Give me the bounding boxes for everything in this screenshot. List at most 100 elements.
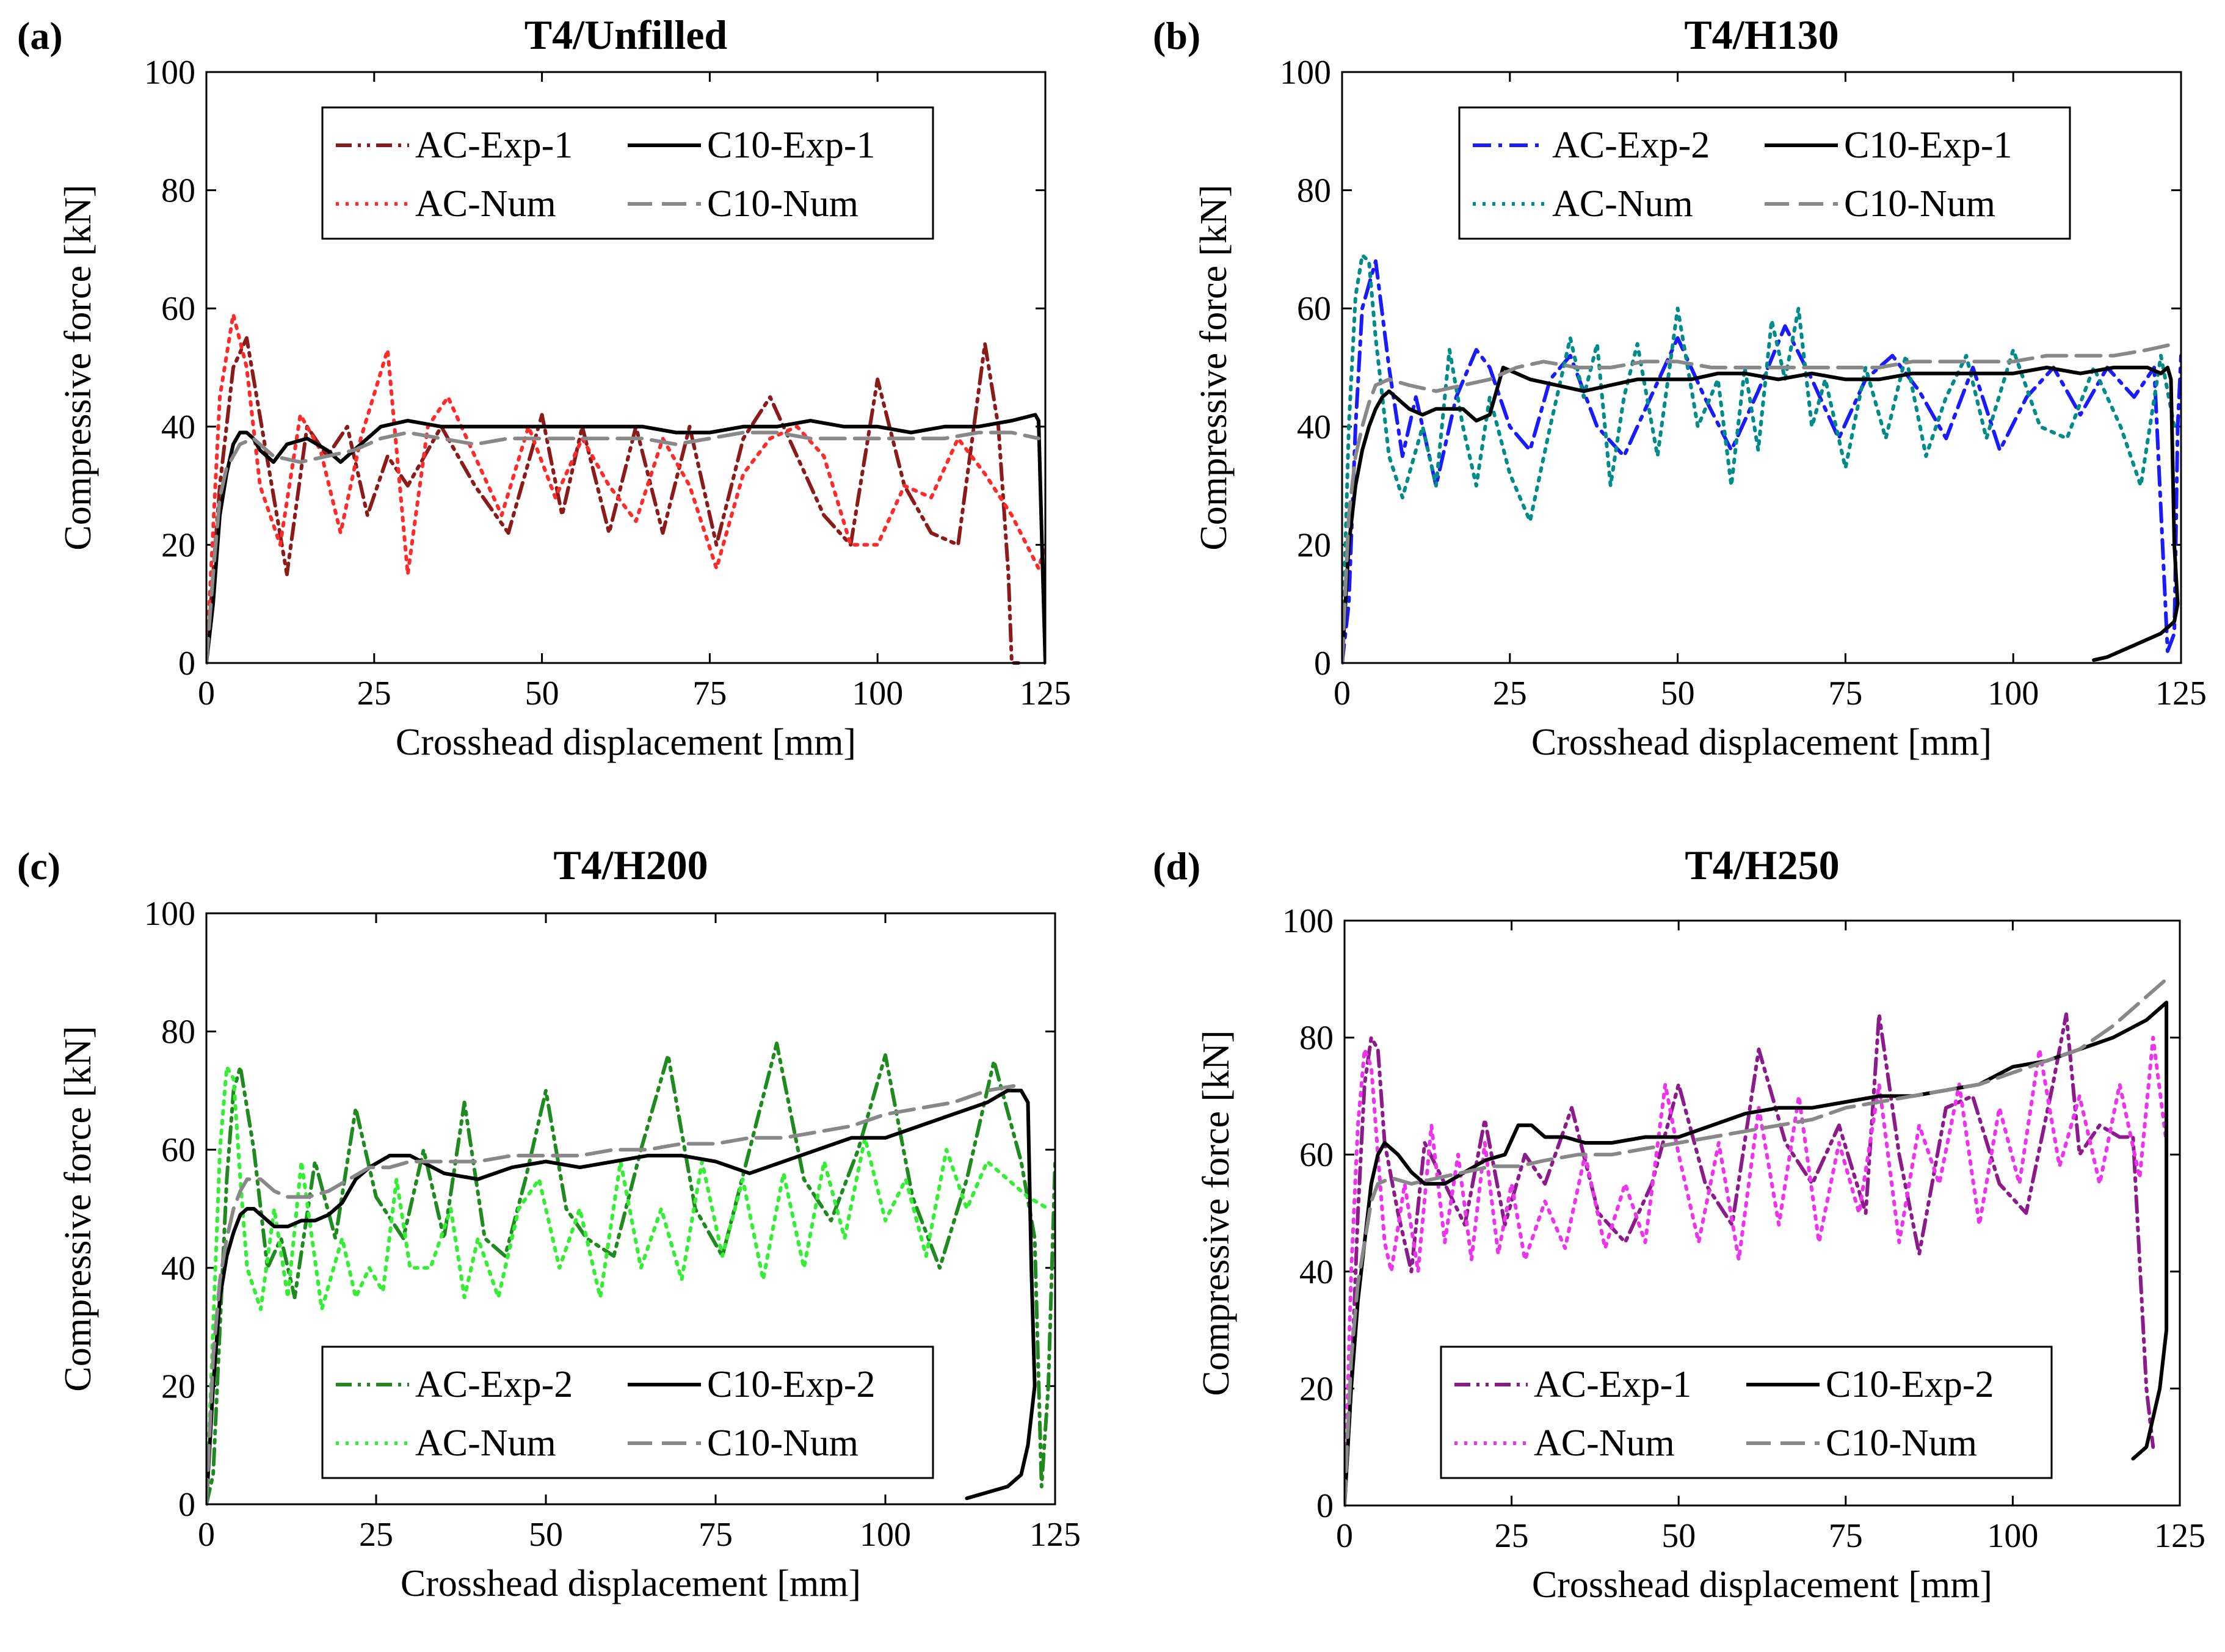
y-tick-label: 100 bbox=[144, 895, 195, 933]
y-tick-label: 60 bbox=[1299, 1136, 1334, 1174]
legend-box bbox=[1458, 106, 2071, 240]
y-axis-label: Compressive force [kN] bbox=[57, 184, 99, 550]
series-line-c10-exp-2 bbox=[1345, 1001, 2169, 1507]
panel-letter: (a) bbox=[17, 14, 63, 57]
x-tick-label: 100 bbox=[1987, 675, 2039, 712]
y-tick-label: 20 bbox=[1297, 526, 1331, 564]
x-tick-label: 125 bbox=[2155, 675, 2207, 712]
legend: AC-Exp-1 C10-Exp-1 AC-Num C10-Num bbox=[321, 106, 934, 240]
x-tick-label: 50 bbox=[1661, 1517, 1696, 1555]
legend-label: AC-Num bbox=[1534, 1422, 1675, 1464]
legend: AC-Exp-1 C10-Exp-2 AC-Num C10-Num bbox=[1440, 1346, 2053, 1479]
x-tick-label: 50 bbox=[525, 675, 559, 712]
x-tick-label: 0 bbox=[1334, 675, 1351, 712]
x-tick-label: 125 bbox=[1029, 1516, 1081, 1554]
y-tick-label: 60 bbox=[1297, 290, 1331, 328]
x-tick-label: 125 bbox=[2154, 1517, 2205, 1555]
legend-label: AC-Exp-1 bbox=[415, 125, 573, 166]
chart-panel-d: (d) T4/H250 0 25 50 75 100 125 0 20 40 60 80 100 Cross… bbox=[1153, 842, 2205, 1606]
chart-title: T4/H130 bbox=[1684, 12, 1838, 58]
legend-label: AC-Exp-2 bbox=[415, 1364, 573, 1405]
series-line-c10-exp-2 bbox=[206, 1089, 1037, 1506]
series-line-c10-exp-1 bbox=[1342, 366, 2180, 665]
legend: AC-Exp-2 C10-Exp-2 AC-Num C10-Num bbox=[321, 1346, 934, 1479]
chart-title: T4/Unfilled bbox=[524, 12, 728, 58]
x-tick-label: 125 bbox=[1020, 675, 1071, 712]
chart-panel-c: (c) T4/H200 0 25 50 75 100 125 0 20 40 60 80 100 Cross… bbox=[17, 842, 1081, 1604]
legend-box bbox=[321, 106, 934, 240]
chart-panel-b: (b) T4/H130 0 25 50 75 100 125 0 20 40 60 80 100 Cross… bbox=[1153, 12, 2207, 763]
legend-box bbox=[321, 1346, 934, 1479]
y-tick-label: 80 bbox=[161, 1013, 195, 1051]
y-tick-label: 40 bbox=[1299, 1253, 1334, 1291]
legend-label: C10-Exp-1 bbox=[1844, 125, 2013, 166]
y-tick-label: 0 bbox=[178, 645, 195, 683]
x-tick-label: 100 bbox=[852, 675, 903, 712]
y-tick-label: 40 bbox=[161, 1250, 195, 1288]
series-group bbox=[206, 1042, 1055, 1506]
x-tick-label: 75 bbox=[1828, 675, 1862, 712]
x-tick-label: 25 bbox=[1493, 675, 1527, 712]
legend-label: C10-Exp-1 bbox=[707, 125, 876, 166]
y-tick-label: 0 bbox=[1314, 645, 1331, 683]
series-line-ac-exp-2 bbox=[206, 1042, 1055, 1506]
legend-label: C10-Exp-2 bbox=[1826, 1364, 1994, 1405]
plot-frame bbox=[205, 912, 1056, 1505]
plot-frame bbox=[1341, 71, 2182, 664]
legend-label: C10-Num bbox=[707, 1422, 858, 1464]
x-tick-label: 100 bbox=[860, 1516, 911, 1554]
legend: AC-Exp-2 C10-Exp-1 AC-Num C10-Num bbox=[1458, 106, 2071, 240]
y-tick-label: 60 bbox=[161, 290, 195, 328]
series-line-ac-num bbox=[206, 312, 1045, 665]
y-tick-label: 0 bbox=[178, 1486, 195, 1524]
series-line-c10-num bbox=[206, 1082, 1023, 1506]
x-tick-label: 50 bbox=[1661, 675, 1695, 712]
plot-frame bbox=[1343, 919, 2181, 1507]
series-line-ac-num bbox=[1342, 253, 2176, 665]
plot-frame bbox=[205, 71, 1047, 664]
y-tick-label: 80 bbox=[1297, 172, 1331, 210]
y-axis-label: Compressive force [kN] bbox=[1196, 1030, 1237, 1396]
x-tick-label: 0 bbox=[1336, 1517, 1353, 1555]
x-tick-label: 25 bbox=[1495, 1517, 1529, 1555]
series-line-c10-num bbox=[206, 430, 1040, 665]
series-line-c10-num bbox=[1342, 342, 2176, 665]
y-axis-label: Compressive force [kN] bbox=[57, 1026, 99, 1391]
x-tick-label: 25 bbox=[359, 1516, 393, 1554]
y-tick-label: 80 bbox=[161, 172, 195, 210]
y-tick-label: 20 bbox=[1299, 1370, 1334, 1408]
panel-letter: (c) bbox=[17, 844, 60, 888]
series-group bbox=[206, 312, 1045, 665]
series-group bbox=[1345, 977, 2169, 1507]
y-axis-label: Compressive force [kN] bbox=[1193, 184, 1235, 550]
series-line-ac-num bbox=[1345, 1035, 2169, 1507]
y-tick-label: 80 bbox=[1299, 1020, 1334, 1057]
x-axis-label: Crosshead displacement [mm] bbox=[1532, 1564, 1992, 1606]
x-axis-label: Crosshead displacement [mm] bbox=[1531, 722, 1992, 763]
legend-label: C10-Num bbox=[707, 183, 858, 225]
y-tick-label: 40 bbox=[161, 408, 195, 446]
legend-label: C10-Num bbox=[1844, 183, 1995, 225]
legend-label: AC-Num bbox=[415, 1422, 556, 1464]
y-tick-label: 20 bbox=[161, 1368, 195, 1405]
legend-label: AC-Num bbox=[1552, 183, 1693, 225]
y-tick-label: 0 bbox=[1316, 1487, 1334, 1525]
series-line-c10-exp-1 bbox=[206, 413, 1045, 665]
legend-label: C10-Exp-2 bbox=[707, 1364, 876, 1405]
legend-label: AC-Num bbox=[415, 183, 556, 225]
x-tick-label: 100 bbox=[1987, 1517, 2038, 1555]
x-tick-label: 0 bbox=[198, 1516, 215, 1554]
x-tick-label: 75 bbox=[699, 1516, 733, 1554]
x-tick-label: 0 bbox=[198, 675, 215, 712]
series-line-c10-num bbox=[1345, 977, 2169, 1507]
x-tick-label: 75 bbox=[1829, 1517, 1863, 1555]
x-tick-label: 50 bbox=[529, 1516, 563, 1554]
y-tick-label: 20 bbox=[161, 526, 195, 564]
y-tick-label: 100 bbox=[1280, 54, 1331, 92]
x-axis-label: Crosshead displacement [mm] bbox=[396, 722, 856, 763]
y-tick-label: 40 bbox=[1297, 408, 1331, 446]
panel-letter: (b) bbox=[1153, 14, 1200, 57]
panel-letter: (d) bbox=[1153, 844, 1200, 888]
x-tick-label: 75 bbox=[692, 675, 727, 712]
